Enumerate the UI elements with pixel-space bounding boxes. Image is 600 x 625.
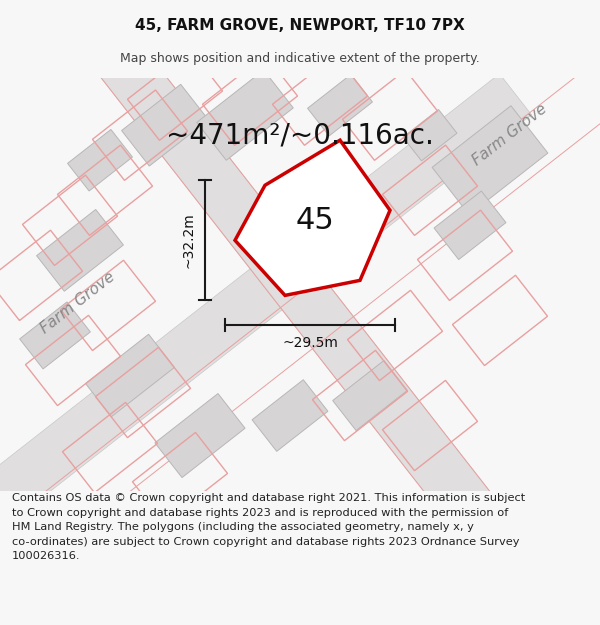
Polygon shape	[37, 209, 124, 291]
Text: 45, FARM GROVE, NEWPORT, TF10 7PX: 45, FARM GROVE, NEWPORT, TF10 7PX	[135, 18, 465, 32]
Polygon shape	[235, 140, 390, 296]
Polygon shape	[155, 394, 245, 478]
Polygon shape	[197, 70, 293, 160]
Polygon shape	[20, 302, 91, 369]
Polygon shape	[252, 380, 328, 451]
Polygon shape	[86, 334, 175, 417]
Polygon shape	[432, 106, 548, 215]
Text: 45: 45	[296, 206, 334, 235]
Text: ~29.5m: ~29.5m	[282, 336, 338, 351]
Polygon shape	[49, 0, 551, 602]
Polygon shape	[0, 74, 532, 577]
Text: Farm Grove: Farm Grove	[470, 102, 550, 169]
Polygon shape	[122, 84, 208, 166]
Text: Map shows position and indicative extent of the property.: Map shows position and indicative extent…	[120, 52, 480, 65]
Polygon shape	[403, 109, 457, 161]
Text: Contains OS data © Crown copyright and database right 2021. This information is : Contains OS data © Crown copyright and d…	[12, 493, 525, 561]
Polygon shape	[68, 129, 133, 191]
Polygon shape	[332, 361, 407, 431]
Text: ~32.2m: ~32.2m	[182, 213, 196, 268]
Polygon shape	[434, 191, 506, 259]
Polygon shape	[308, 74, 373, 136]
Text: ~471m²/~0.116ac.: ~471m²/~0.116ac.	[166, 121, 434, 149]
Text: Farm Grove: Farm Grove	[38, 269, 118, 336]
